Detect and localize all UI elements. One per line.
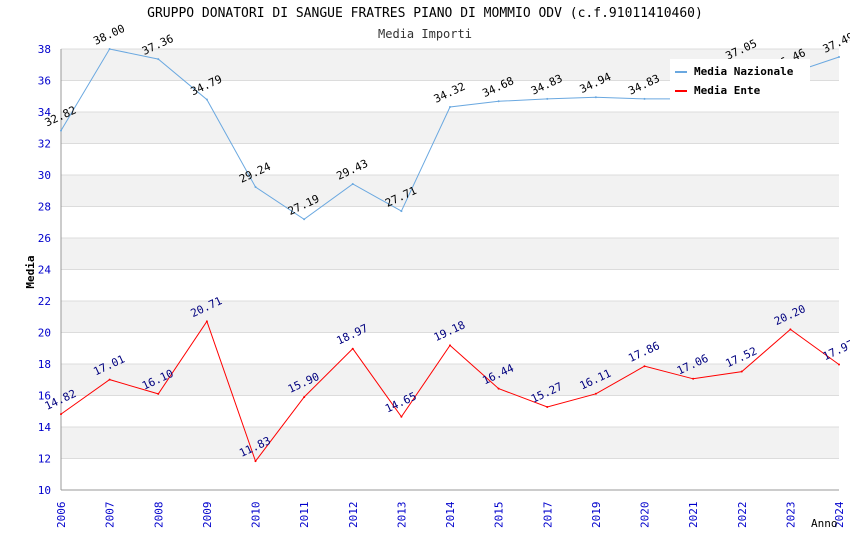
grid-band [61,238,839,270]
grid-band [61,427,839,459]
data-point [497,100,500,103]
data-point [60,129,62,132]
data-point [643,365,646,368]
chart-subtitle: Media Importi [378,27,472,41]
y-tick-label: 34 [38,106,52,119]
x-axis-title: Anno [811,517,838,530]
data-point [157,58,160,61]
data-point [108,48,111,50]
y-tick-label: 10 [38,484,51,497]
data-label: 17.86 [626,339,662,365]
data-point [400,210,403,213]
y-tick-label: 14 [38,421,52,434]
data-point [838,363,840,366]
data-point [449,344,451,347]
y-tick-label: 38 [38,43,51,56]
grid-band [61,364,839,396]
x-tick-label: 2006 [55,502,68,529]
data-point [351,347,354,350]
x-tick-label: 2014 [444,501,457,528]
data-label: 17.97 [821,337,850,363]
grid-band [61,112,839,144]
data-point [157,392,160,395]
x-tick-label: 2012 [347,502,360,529]
data-point [838,56,840,59]
legend-label-media-nazionale: Media Nazionale [694,65,794,78]
x-tick-label: 2007 [104,502,117,529]
data-point [254,185,257,188]
data-point [205,98,208,101]
x-tick-label: 2013 [395,502,408,529]
data-point [594,392,597,395]
y-tick-label: 20 [38,327,51,340]
x-tick-label: 2011 [298,502,311,529]
x-tick-label: 2017 [541,502,554,529]
data-point [692,377,695,380]
legend-label-media-ente: Media Ente [694,84,761,97]
x-tick-label: 2022 [736,502,749,529]
legend: Media Nazionale Media Ente [670,59,810,103]
data-point [789,328,792,331]
y-tick-label: 18 [38,358,51,371]
data-point [594,96,597,99]
x-tick-label: 2023 [784,502,797,529]
data-point [108,378,111,381]
y-tick-label: 26 [38,232,51,245]
data-label: 38.00 [91,22,127,48]
data-point [303,218,306,221]
data-point [400,415,403,418]
x-tick-label: 2019 [590,502,603,529]
x-tick-label: 2015 [493,502,506,529]
data-point [254,460,257,463]
data-point [449,105,451,108]
chart-title: GRUPPO DONATORI DI SANGUE FRATRES PIANO … [147,6,703,21]
data-point [643,97,646,100]
data-point [497,387,500,390]
x-tick-label: 2020 [639,502,652,529]
legend-graphics: Media Nazionale Media Ente [675,65,794,97]
y-tick-label: 16 [38,390,51,403]
y-tick-label: 32 [38,138,51,151]
data-point [546,97,549,100]
data-point [546,405,549,408]
y-tick-label: 30 [38,169,51,182]
data-point [303,396,306,399]
data-point [740,370,743,373]
y-tick-label: 36 [38,75,51,88]
data-point [351,182,354,185]
grid-band [61,301,839,333]
y-tick-label: 24 [38,264,52,277]
data-point [205,320,208,323]
y-tick-label: 12 [38,453,51,466]
y-tick-label: 22 [38,295,51,308]
y-tick-label: 28 [38,201,51,214]
x-tick-label: 2009 [201,502,214,529]
data-point [60,413,62,416]
x-tick-label: 2010 [250,502,263,529]
y-axis-title: Media [24,255,37,288]
x-tick-label: 2024 [833,501,846,528]
x-tick-label: 2008 [152,502,165,529]
data-label: 34.32 [432,80,468,106]
x-tick-label: 2021 [687,502,700,529]
grid-band [61,175,839,207]
